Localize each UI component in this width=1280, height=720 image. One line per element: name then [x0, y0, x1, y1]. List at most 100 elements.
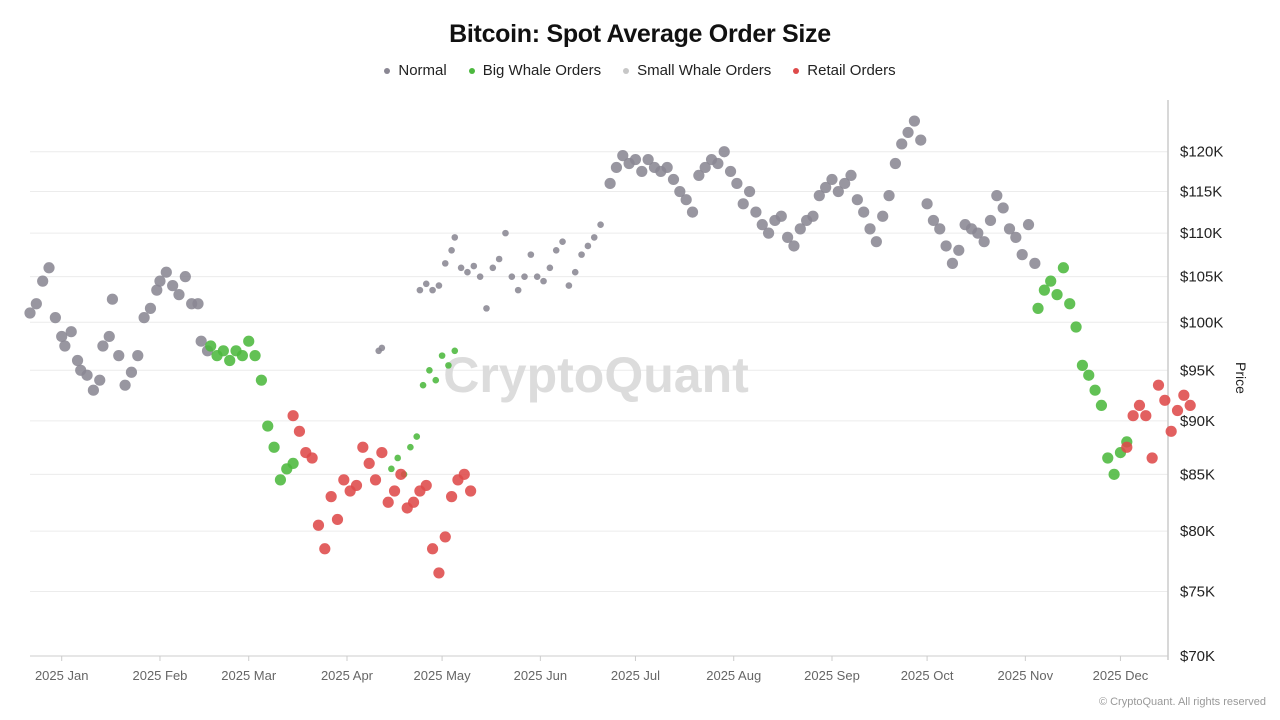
point-normal[interactable] [870, 236, 882, 248]
point-normal[interactable] [642, 153, 654, 166]
point-retail-orders[interactable] [350, 479, 363, 492]
point-normal[interactable] [489, 264, 497, 272]
point-normal[interactable] [927, 214, 940, 227]
point-normal[interactable] [552, 246, 560, 254]
point-normal[interactable] [750, 206, 762, 218]
point-big-whale-orders[interactable] [205, 340, 217, 352]
point-normal[interactable] [597, 221, 604, 228]
point-big-whale-orders[interactable] [438, 352, 446, 359]
point-normal[interactable] [43, 262, 55, 274]
point-normal[interactable] [97, 340, 109, 352]
point-normal[interactable] [24, 307, 36, 319]
point-big-whale-orders[interactable] [1064, 298, 1076, 310]
point-big-whale-orders[interactable] [407, 443, 414, 451]
point-big-whale-orders[interactable] [432, 376, 440, 384]
point-normal[interactable] [173, 289, 185, 301]
point-normal[interactable] [416, 286, 424, 294]
point-big-whale-orders[interactable] [1102, 452, 1114, 464]
point-normal[interactable] [87, 384, 99, 396]
point-normal[interactable] [915, 134, 927, 146]
point-big-whale-orders[interactable] [388, 465, 395, 473]
point-normal[interactable] [877, 210, 889, 222]
point-big-whale-orders[interactable] [1038, 284, 1050, 296]
point-normal[interactable] [578, 251, 585, 258]
point-retail-orders[interactable] [331, 513, 344, 526]
point-normal[interactable] [441, 260, 449, 267]
point-normal[interactable] [59, 340, 71, 352]
point-retail-orders[interactable] [388, 485, 401, 497]
point-normal[interactable] [514, 286, 522, 294]
point-big-whale-orders[interactable] [243, 335, 255, 347]
point-normal[interactable] [125, 366, 138, 378]
point-normal[interactable] [464, 268, 471, 276]
point-normal[interactable] [845, 169, 857, 182]
point-normal[interactable] [889, 157, 901, 170]
point-normal[interactable] [972, 227, 984, 239]
point-normal[interactable] [775, 210, 787, 222]
point-retail-orders[interactable] [312, 519, 325, 531]
point-normal[interactable] [902, 126, 914, 139]
point-normal[interactable] [1010, 231, 1022, 243]
point-normal[interactable] [667, 173, 680, 186]
point-big-whale-orders[interactable] [249, 350, 261, 362]
point-normal[interactable] [151, 284, 163, 296]
point-normal[interactable] [946, 257, 959, 269]
point-normal[interactable] [826, 173, 838, 186]
point-normal[interactable] [661, 161, 673, 174]
point-big-whale-orders[interactable] [1032, 302, 1044, 314]
point-normal[interactable] [65, 326, 77, 338]
point-normal[interactable] [762, 227, 775, 239]
point-retail-orders[interactable] [363, 457, 375, 470]
point-normal[interactable] [30, 298, 42, 310]
legend-item-retail[interactable]: Retail Orders [793, 62, 896, 79]
point-normal[interactable] [195, 335, 207, 347]
point-normal[interactable] [693, 169, 705, 182]
point-retail-orders[interactable] [1178, 389, 1190, 401]
point-big-whale-orders[interactable] [426, 366, 433, 374]
point-normal[interactable] [832, 185, 844, 198]
point-normal[interactable] [476, 273, 484, 280]
point-normal[interactable] [788, 240, 800, 252]
point-retail-orders[interactable] [395, 468, 407, 480]
point-retail-orders[interactable] [1165, 425, 1177, 437]
point-big-whale-orders[interactable] [413, 433, 421, 440]
point-retail-orders[interactable] [1152, 379, 1165, 391]
point-retail-orders[interactable] [369, 474, 382, 486]
point-normal[interactable] [851, 194, 863, 206]
point-normal[interactable] [686, 206, 699, 218]
point-big-whale-orders[interactable] [217, 345, 229, 357]
point-retail-orders[interactable] [1133, 399, 1146, 412]
point-normal[interactable] [731, 177, 743, 190]
point-normal[interactable] [813, 190, 825, 202]
point-retail-orders[interactable] [1184, 399, 1196, 412]
point-retail-orders[interactable] [433, 567, 445, 579]
point-retail-orders[interactable] [1171, 404, 1184, 417]
point-normal[interactable] [794, 223, 806, 235]
point-big-whale-orders[interactable] [262, 420, 274, 432]
point-normal[interactable] [680, 194, 692, 206]
point-normal[interactable] [508, 273, 516, 280]
point-normal[interactable] [978, 236, 990, 248]
point-normal[interactable] [896, 138, 908, 150]
point-normal[interactable] [533, 273, 541, 280]
point-normal[interactable] [103, 330, 115, 343]
point-normal[interactable] [674, 185, 686, 198]
point-retail-orders[interactable] [458, 468, 470, 480]
point-normal[interactable] [192, 298, 204, 310]
point-normal[interactable] [1003, 223, 1016, 235]
point-normal[interactable] [756, 219, 768, 231]
point-normal[interactable] [502, 229, 509, 237]
data-points[interactable] [24, 115, 1196, 579]
point-normal[interactable] [839, 177, 851, 190]
point-retail-orders[interactable] [439, 531, 451, 543]
point-normal[interactable] [712, 157, 724, 170]
point-retail-orders[interactable] [426, 543, 439, 555]
point-normal[interactable] [636, 165, 648, 178]
point-normal[interactable] [179, 271, 191, 283]
point-normal[interactable] [56, 330, 68, 343]
point-retail-orders[interactable] [376, 446, 388, 459]
point-normal[interactable] [527, 251, 535, 258]
point-normal[interactable] [483, 305, 490, 312]
point-retail-orders[interactable] [445, 491, 458, 503]
point-normal[interactable] [422, 280, 430, 288]
